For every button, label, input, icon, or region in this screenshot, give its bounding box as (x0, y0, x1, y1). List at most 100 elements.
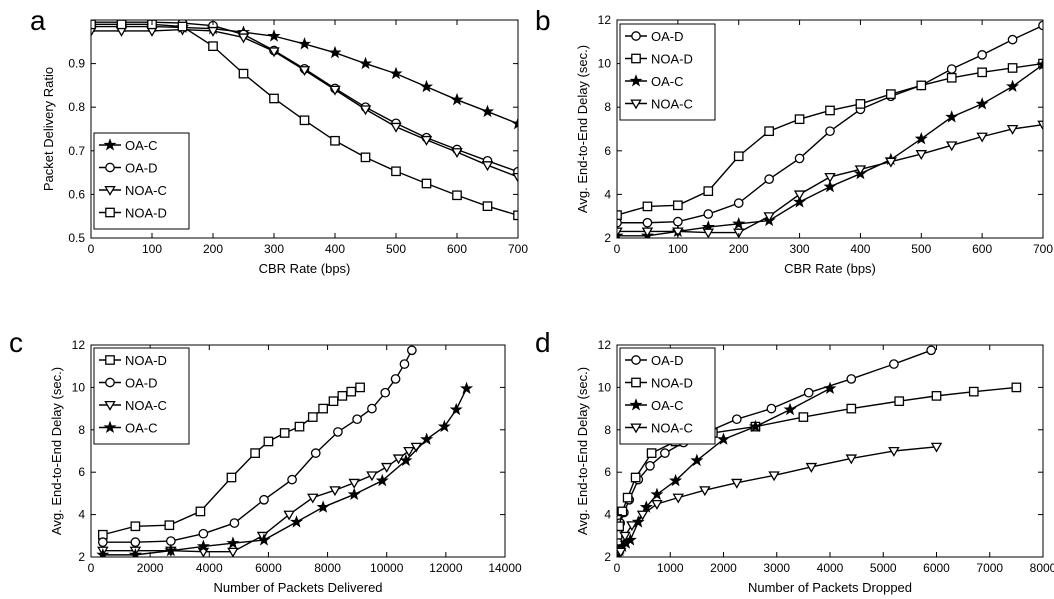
data-point (672, 227, 684, 238)
y-tick-label: 4 (604, 508, 611, 522)
legend-marker (630, 423, 642, 434)
series-noa-c (97, 442, 423, 557)
data-point (208, 41, 218, 52)
legend-label: OA-D (651, 353, 684, 368)
data-point (854, 165, 867, 176)
data-point (885, 157, 897, 168)
data-point (391, 166, 401, 177)
x-tick-label: 600 (447, 242, 467, 256)
data-point (650, 487, 664, 501)
x-tick-label: 2000 (137, 561, 164, 575)
legend-marker (105, 162, 115, 173)
legend-marker (105, 207, 115, 218)
data-point (894, 396, 905, 407)
panel-d: d 0 1000 2000 3000 4000 5000 6000 7000 8000 2 4 6 8 10… (535, 327, 1054, 595)
data-point (732, 216, 746, 230)
data-point (250, 448, 260, 458)
legend-item: NOA-C (99, 398, 167, 413)
series-noa-c (617, 442, 943, 557)
y-tick-label: 12 (598, 13, 612, 27)
data-point (645, 460, 655, 471)
data-point (420, 432, 434, 445)
data-point (641, 227, 654, 238)
legend-marker (105, 355, 115, 365)
legend-item: OA-D (625, 353, 684, 368)
legend: OA-D NOA-D OA-C NOA-C (619, 347, 716, 445)
data-point (646, 448, 657, 458)
data-point (366, 471, 378, 482)
legend-label: NOA-C (651, 421, 693, 436)
data-point (420, 135, 433, 146)
data-point (348, 478, 360, 489)
legend: OA-C OA-D NOA-C NOA-D (93, 132, 190, 230)
data-point (298, 66, 311, 77)
data-point (352, 414, 362, 425)
panel-letter: b (535, 5, 551, 36)
data-point (268, 47, 280, 58)
x-tick-label: 1000 (657, 561, 684, 575)
data-point (823, 381, 837, 395)
data-point (437, 419, 451, 433)
data-point (617, 228, 624, 238)
x-tick-label: 400 (850, 242, 870, 256)
data-point (229, 518, 240, 528)
data-point (660, 448, 670, 458)
series-noa-c (617, 120, 1043, 238)
y-tick-label: 12 (72, 338, 86, 352)
legend-marker (104, 185, 116, 196)
data-point (116, 20, 127, 30)
legend-label: OA-C (125, 421, 158, 436)
data-point (845, 454, 858, 465)
legend-label: NOA-C (651, 97, 693, 112)
data-point (451, 148, 463, 159)
x-tick-label: 100 (142, 242, 162, 256)
data-point (316, 500, 330, 513)
data-point (283, 510, 295, 521)
x-tick-label: 5000 (870, 561, 897, 575)
data-point (703, 209, 714, 219)
data-point (977, 67, 987, 78)
y-tick-label: 0.6 (68, 187, 85, 201)
data-point (855, 99, 866, 109)
data-point (1006, 79, 1020, 93)
legend-item: NOA-C (625, 97, 693, 112)
data-point (672, 493, 684, 504)
y-tick-label: 0.7 (68, 144, 85, 158)
data-point (617, 210, 622, 220)
data-point (480, 104, 495, 118)
data-point (318, 403, 328, 414)
data-point (198, 528, 209, 539)
x-tick-label: 4000 (817, 561, 844, 575)
series-oa-d (97, 345, 417, 548)
data-point (764, 126, 774, 137)
data-point (511, 116, 518, 130)
legend-item: OA-C (625, 398, 684, 413)
data-point (690, 453, 704, 467)
legend-label: OA-D (125, 161, 158, 176)
data-point (333, 427, 343, 437)
data-point (1007, 34, 1018, 45)
legend-marker (103, 138, 117, 151)
data-point (389, 66, 403, 80)
y-tick-label: 10 (72, 380, 86, 394)
data-point (130, 537, 141, 548)
x-tick-label: 10000 (370, 561, 404, 575)
data-point (763, 212, 775, 223)
data-point (630, 472, 641, 483)
x-tick-label: 700 (508, 242, 528, 256)
data-point (512, 172, 518, 183)
data-point (766, 403, 777, 414)
data-point (639, 500, 653, 513)
data-point (642, 201, 653, 212)
series-line (617, 446, 937, 553)
data-point (805, 462, 818, 473)
x-tick-label: 0 (614, 242, 621, 256)
data-point (975, 97, 989, 110)
legend-item: OA-C (99, 138, 158, 153)
data-point (915, 150, 928, 160)
data-point (128, 548, 142, 557)
data-point (798, 412, 809, 422)
data-point (794, 114, 805, 125)
data-point (673, 200, 683, 211)
legend-item: NOA-C (99, 183, 167, 198)
